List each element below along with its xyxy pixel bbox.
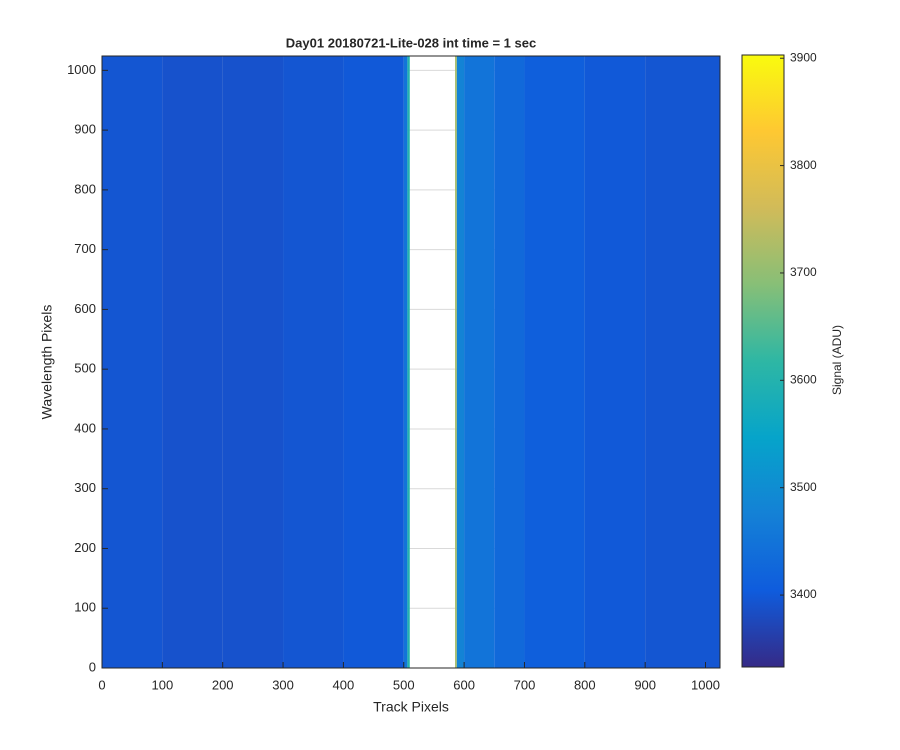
heatmap-cell [645,56,720,668]
x-tick-label: 700 [514,677,536,692]
x-tick-label: 0 [98,677,105,692]
x-tick-label: 800 [574,677,596,692]
heatmap-cell [464,56,495,668]
x-tick-label: 400 [333,677,355,692]
colorbar-tick-label: 3400 [790,587,817,601]
heatmap-cell [403,56,408,668]
y-tick-label: 600 [74,301,96,316]
heatmap-cell [584,56,646,668]
x-tick-label: 600 [453,677,475,692]
x-tick-label: 900 [634,677,656,692]
heatmap-cell [162,56,223,668]
axes-box [101,55,721,669]
heatmap-cell [455,56,457,668]
y-tick-label: 500 [74,361,96,376]
heatmap-cell [524,56,585,668]
y-tick-label: 900 [74,122,96,137]
x-tick-label: 200 [212,677,234,692]
colorbar-tick-label: 3800 [790,158,817,172]
y-tick-label: 800 [74,181,96,196]
y-tick-label: 300 [74,480,96,495]
heatmap-cell [343,56,404,668]
colorbar-label: Signal (ADU) [830,325,844,395]
colorbar [741,54,785,668]
y-tick-label: 0 [89,659,96,674]
y-tick-label: 200 [74,540,96,555]
heatmap-cell [102,56,163,668]
colorbar-tick-label: 3900 [790,50,817,64]
heatmap-cell [456,56,465,668]
colorbar-tick-label: 3600 [790,372,817,386]
x-tick-label: 1000 [691,677,720,692]
x-axis-label: Track Pixels [373,699,449,715]
y-tick-label: 400 [74,420,96,435]
chart-title: Day01 20180721-Lite-028 int time = 1 sec [286,35,536,50]
heatmap-cell [494,56,525,668]
y-tick-label: 1000 [67,62,96,77]
y-tick-label: 100 [74,600,96,615]
y-tick-label: 700 [74,241,96,256]
y-axis-label: Wavelength Pixels [39,305,55,420]
x-tick-label: 100 [152,677,174,692]
colorbar-tick-label: 3700 [790,265,817,279]
heatmap-cell [283,56,344,668]
heatmap-cell [407,56,410,668]
x-tick-label: 500 [393,677,415,692]
heatmap-cell [222,56,284,668]
colorbar-tick-label: 3500 [790,480,817,494]
x-tick-label: 300 [272,677,294,692]
